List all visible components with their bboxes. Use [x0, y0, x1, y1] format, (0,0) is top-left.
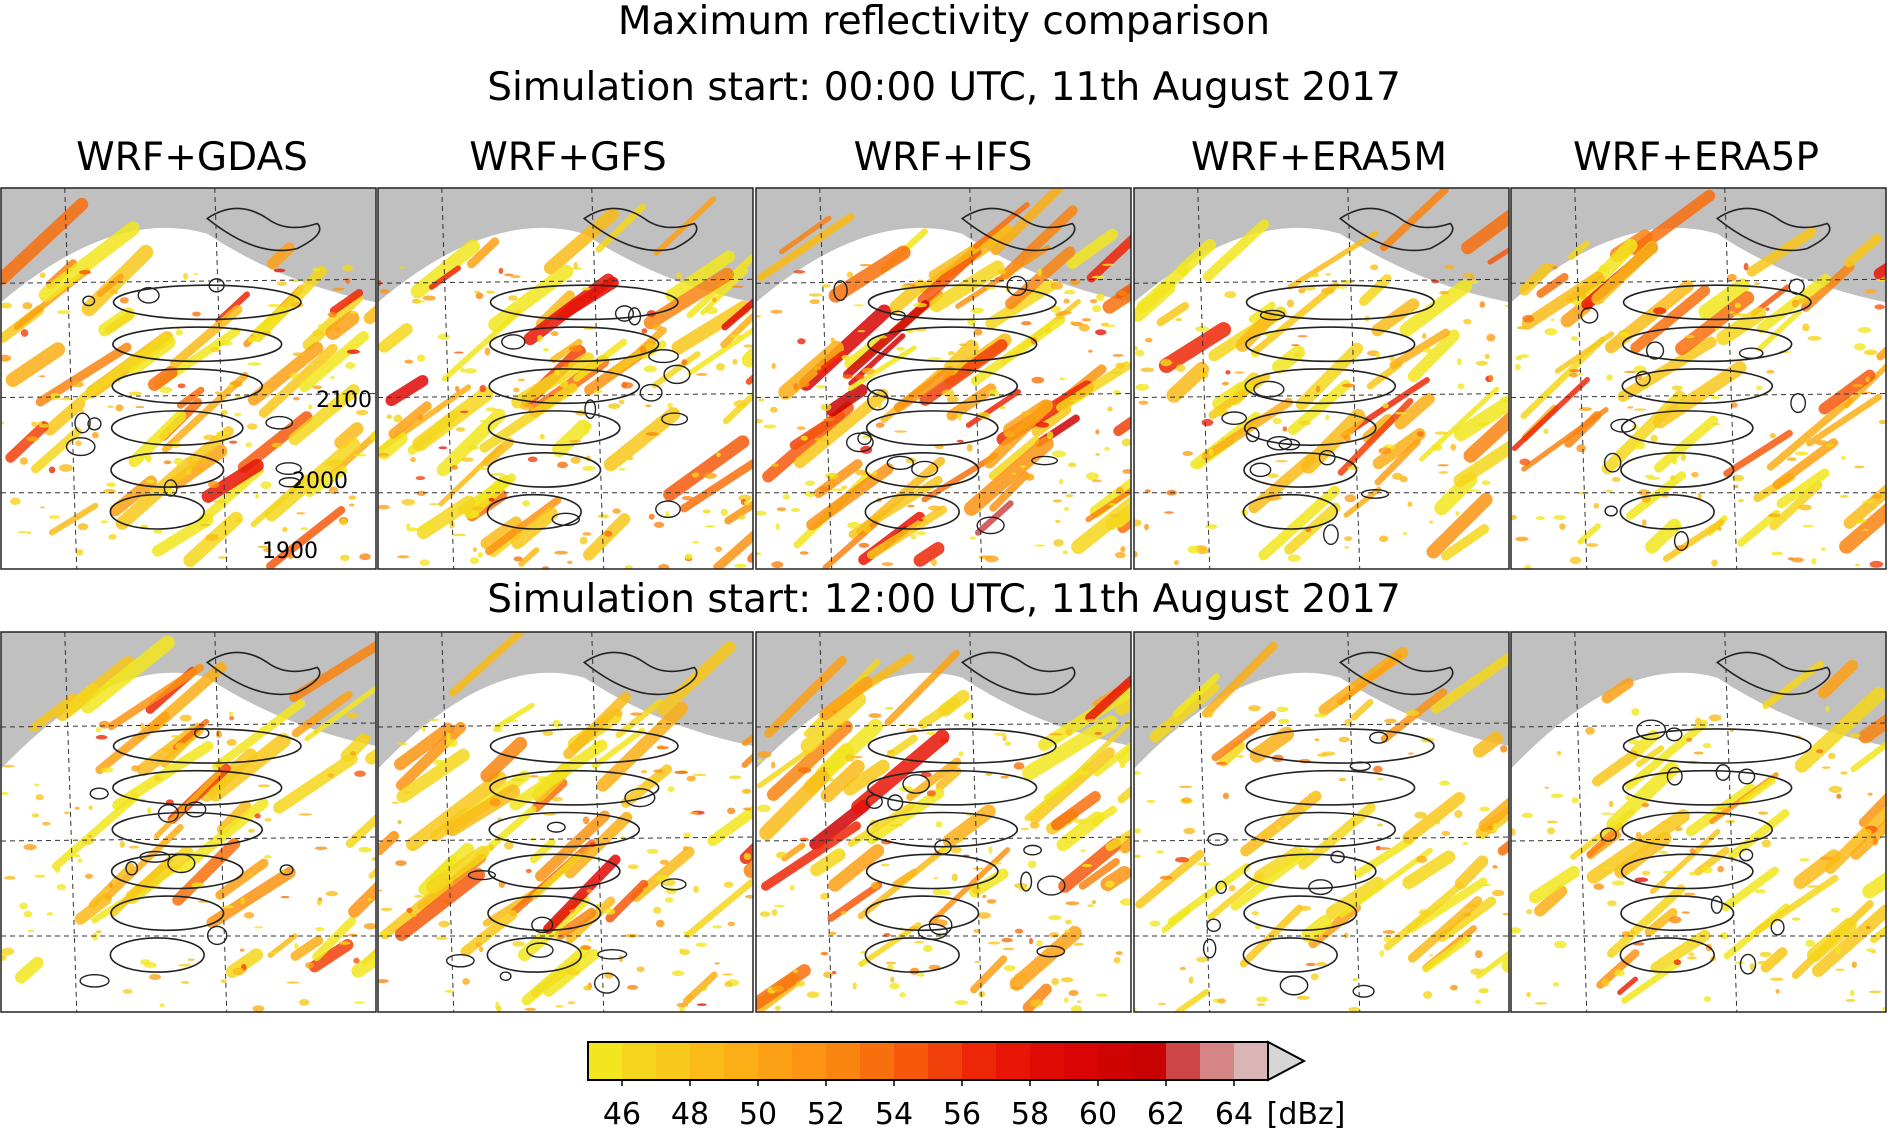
- panel-frame: [377, 631, 754, 1013]
- column-title-ifs: WRF+IFS: [853, 135, 1033, 180]
- colorbar-tick-48: 48: [671, 1097, 709, 1132]
- land-mask: [756, 632, 1131, 769]
- land-mask: [1511, 632, 1886, 769]
- colorbar-extend-arrow: [1267, 1040, 1307, 1082]
- column-title-gfs: WRF+GFS: [469, 135, 667, 180]
- panel-frame: [0, 631, 377, 1013]
- colorbar-level-48: [690, 1042, 725, 1080]
- colorbar-level-56: [962, 1042, 997, 1080]
- colorbar-level-45: [588, 1042, 623, 1080]
- panel-frame: [1133, 631, 1510, 1013]
- panel-frame: [1510, 187, 1887, 570]
- land-mask: [1, 632, 376, 769]
- panel-era5m-row1: [1133, 187, 1510, 570]
- panel-gfs-row1: [377, 187, 754, 570]
- colorbar-tick-46: 46: [603, 1097, 641, 1132]
- land-mask: [1, 188, 376, 303]
- colorbar-tick-60: 60: [1079, 1097, 1117, 1132]
- colorbar-level-60: [1098, 1042, 1133, 1080]
- panel-era5p-row2: [1510, 631, 1887, 1013]
- colorbar-unit: [dBz]: [1267, 1097, 1346, 1132]
- colorbar-tick-64: 64: [1215, 1097, 1253, 1132]
- colorbar-level-55: [928, 1042, 963, 1080]
- colorbar-level-46: [622, 1042, 657, 1080]
- panel-frame: [755, 187, 1132, 570]
- row-title-1200utc: Simulation start: 12:00 UTC, 11th August…: [487, 577, 1401, 622]
- land-mask: [1511, 188, 1886, 303]
- colorbar-level-49: [724, 1042, 759, 1080]
- panel-gdas-row1: 2100 2000 1900: [0, 187, 377, 570]
- contour-label-2100: 2100: [316, 388, 372, 413]
- panel-ifs-row2: [755, 631, 1132, 1013]
- panel-gfs-row2: [377, 631, 754, 1013]
- panel-era5m-row2: [1133, 631, 1510, 1013]
- map-panels: 2100 2000 1900: [0, 187, 1887, 1013]
- panel-gdas-row2: [0, 631, 377, 1013]
- column-title-era5m: WRF+ERA5M: [1190, 135, 1448, 180]
- colorbar-level-62: [1166, 1042, 1201, 1080]
- colorbar-tick-56: 56: [943, 1097, 981, 1132]
- panel-ifs-row1: [755, 187, 1132, 570]
- colorbar-level-54: [894, 1042, 929, 1080]
- colorbar-tick-58: 58: [1011, 1097, 1049, 1132]
- contour-label-1900: 1900: [262, 539, 318, 564]
- colorbar-level-50: [758, 1042, 793, 1080]
- column-title-era5p: WRF+ERA5P: [1573, 135, 1819, 180]
- land-mask: [1134, 632, 1509, 769]
- colorbar-level-63: [1200, 1042, 1235, 1080]
- colorbar-level-64: [1234, 1042, 1269, 1080]
- colorbar-level-61: [1132, 1042, 1167, 1080]
- row-title-0000utc: Simulation start: 00:00 UTC, 11th August…: [487, 65, 1401, 110]
- colorbar-tick-50: 50: [739, 1097, 777, 1132]
- colorbar-tick-62: 62: [1147, 1097, 1185, 1132]
- colorbar-level-57: [996, 1042, 1031, 1080]
- colorbar-frame: [587, 1041, 1269, 1081]
- panel-era5p-row1: [1510, 187, 1887, 570]
- colorbar-level-58: [1030, 1042, 1065, 1080]
- colorbar-level-47: [656, 1042, 691, 1080]
- figure-title: Maximum reflectivity comparison: [617, 0, 1271, 44]
- column-title-gdas: WRF+GDAS: [76, 135, 308, 180]
- land-mask: [378, 188, 753, 303]
- panel-frame: [0, 187, 377, 570]
- panel-frame: [1510, 631, 1887, 1013]
- colorbar-level-53: [860, 1042, 895, 1080]
- colorbar-tick-54: 54: [875, 1097, 913, 1132]
- colorbar-level-52: [826, 1042, 861, 1080]
- colorbar-level-51: [792, 1042, 827, 1080]
- panel-frame: [1133, 187, 1510, 570]
- colorbar-tick-52: 52: [807, 1097, 845, 1132]
- contour-label-2000: 2000: [292, 469, 348, 494]
- land-mask: [378, 632, 753, 769]
- panel-frame: [755, 631, 1132, 1013]
- colorbar: 46 48 50 52 54 56 58 60 62 64 [dBz]: [587, 1040, 1346, 1132]
- colorbar-level-59: [1064, 1042, 1099, 1080]
- panel-frame: [377, 187, 754, 570]
